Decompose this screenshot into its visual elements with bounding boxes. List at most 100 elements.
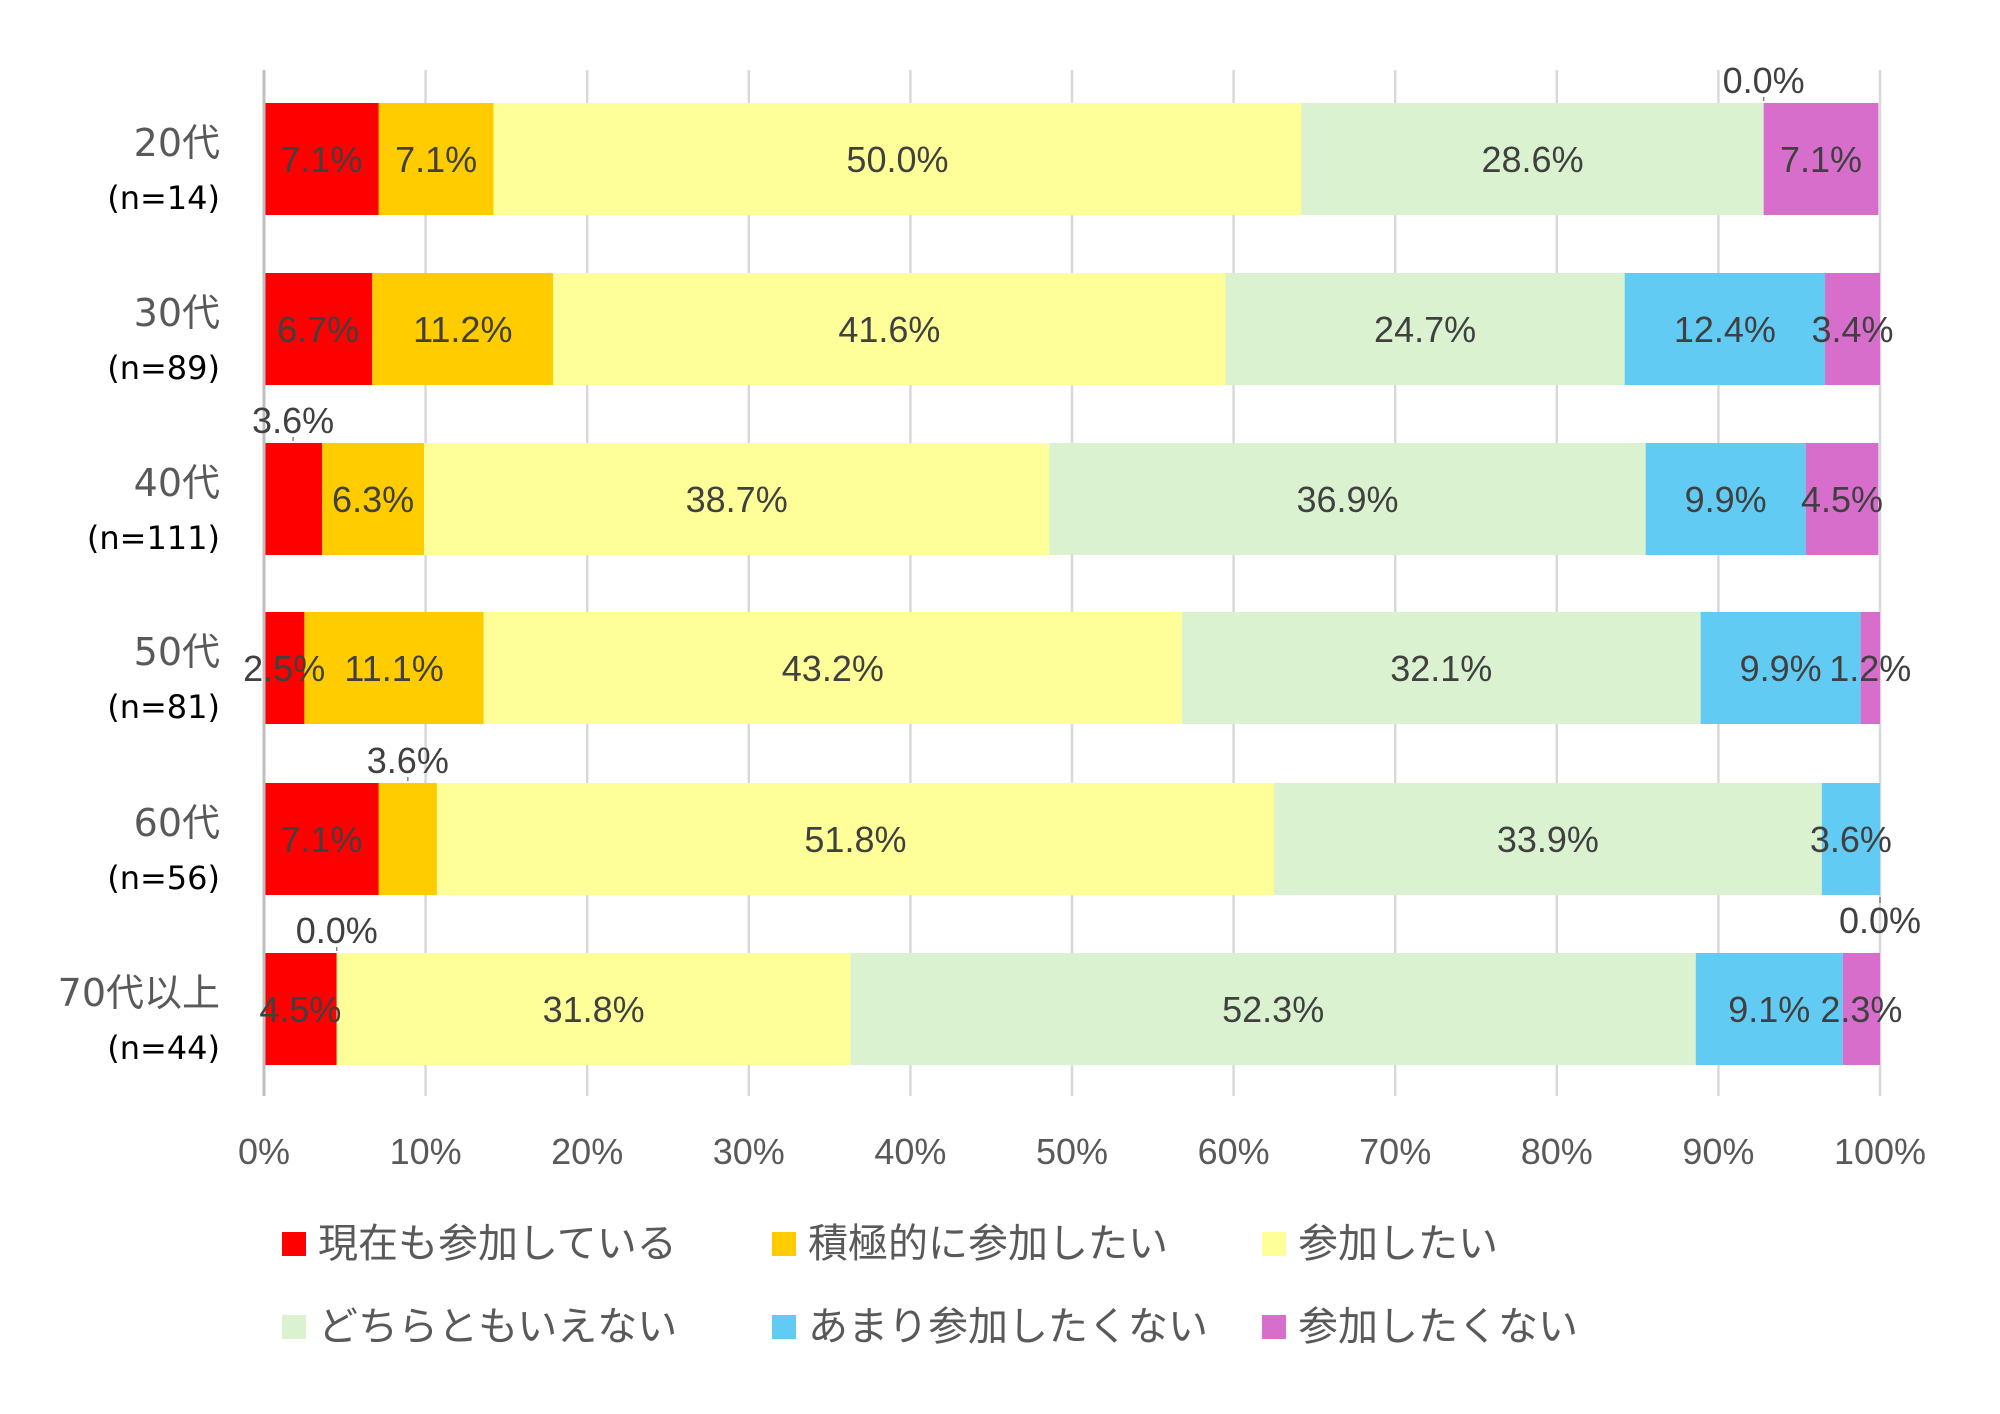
legend-swatch xyxy=(282,1232,306,1256)
gridlines xyxy=(424,70,1882,1096)
bar-segment xyxy=(264,783,379,895)
bar-segment xyxy=(264,273,373,385)
x-tick-label: 100% xyxy=(1834,1131,1926,1172)
bar-segment xyxy=(1821,783,1880,895)
category-label: 50代 xyxy=(134,630,220,674)
bars xyxy=(264,103,1880,1065)
bar-segment xyxy=(1805,443,1879,555)
data-label: 9.9% xyxy=(1740,648,1822,689)
x-tick-label: 10% xyxy=(390,1131,462,1172)
data-label: 7.1% xyxy=(1780,139,1862,180)
bar-segment xyxy=(1825,273,1880,385)
category-sample-size: (n=81) xyxy=(107,688,220,726)
data-label: 11.2% xyxy=(413,309,512,350)
category-sample-size: (n=44) xyxy=(107,1029,220,1067)
data-label: 7.1% xyxy=(280,819,362,860)
bar-segment xyxy=(372,273,554,385)
bar-segment xyxy=(378,783,437,895)
bar-segment xyxy=(1645,443,1806,555)
data-label: 3.4% xyxy=(1811,309,1893,350)
legend-label: あまり参加したくない xyxy=(808,1304,1208,1350)
data-label: 0.0% xyxy=(296,910,378,951)
legend-label: 参加したくない xyxy=(1298,1304,1578,1350)
data-label: 3.6% xyxy=(1810,819,1892,860)
legend-label: どちらともいえない xyxy=(318,1304,677,1350)
bar-segment xyxy=(1695,953,1843,1065)
bar-segment xyxy=(1225,273,1625,385)
label-leader-lines xyxy=(292,97,1881,951)
x-tick-labels: 0% 10% 20% 30% 40% 50% 60% 70% 80% 90% 100% xyxy=(238,1131,1926,1172)
bar-segment xyxy=(322,443,424,555)
bar-segment xyxy=(1049,443,1646,555)
data-label: 7.1% xyxy=(395,139,477,180)
x-tick-label: 60% xyxy=(1198,1131,1270,1172)
data-label: 38.7% xyxy=(686,479,788,520)
legend-label: 現在も参加している xyxy=(318,1221,677,1267)
data-label: 6.7% xyxy=(277,309,359,350)
bar-segment xyxy=(264,612,305,724)
legend-swatch xyxy=(1262,1315,1286,1339)
bar-segment xyxy=(1181,612,1701,724)
data-label: 9.9% xyxy=(1685,479,1767,520)
x-tick-label: 20% xyxy=(551,1131,623,1172)
category-label: 70代以上 xyxy=(58,971,220,1015)
x-tick-label: 80% xyxy=(1521,1131,1593,1172)
bar-segment xyxy=(1274,783,1822,895)
bar-segment xyxy=(1842,953,1880,1065)
bar-segment xyxy=(1624,273,1826,385)
bar-segment xyxy=(304,612,484,724)
data-label: 2.3% xyxy=(1820,989,1902,1030)
category-label: 60代 xyxy=(134,801,220,845)
data-label: 6.3% xyxy=(332,479,414,520)
x-tick-label: 0% xyxy=(238,1131,290,1172)
bar-segment xyxy=(436,783,1274,895)
bar-segment xyxy=(850,953,1696,1065)
bar-segment xyxy=(336,953,851,1065)
x-tick-label: 50% xyxy=(1036,1131,1108,1172)
category-sample-size: (n=111) xyxy=(87,519,220,557)
data-label: 2.5% xyxy=(243,648,325,689)
category-sample-size: (n=56) xyxy=(107,859,220,897)
bar-segment xyxy=(493,103,1302,215)
bar-segment xyxy=(1763,103,1879,215)
x-tick-label: 70% xyxy=(1359,1131,1431,1172)
category-label: 40代 xyxy=(134,461,220,505)
legend-swatch xyxy=(772,1315,796,1339)
category-sample-size: (n=89) xyxy=(107,349,220,387)
legend-label: 参加したい xyxy=(1298,1221,1498,1267)
data-label: 4.5% xyxy=(1801,479,1883,520)
data-label: 4.5% xyxy=(259,989,341,1030)
data-label: 0.0% xyxy=(1839,900,1921,941)
category-labels: 20代 (n=14) 30代 (n=89) 40代 (n=111) 50代 (n=81) 60代… xyxy=(58,121,220,1067)
bar-segment xyxy=(264,953,337,1065)
bar-segment xyxy=(378,103,494,215)
category-label: 20代 xyxy=(134,121,220,165)
data-label: 32.1% xyxy=(1390,648,1492,689)
bar-segment xyxy=(483,612,1182,724)
x-tick-label: 90% xyxy=(1682,1131,1754,1172)
category-label: 30代 xyxy=(134,291,220,335)
data-label: 0.0% xyxy=(1723,60,1805,101)
bar-segment xyxy=(423,443,1050,555)
bar-segment xyxy=(553,273,1226,385)
data-label: 51.8% xyxy=(804,819,906,860)
bar-segment xyxy=(264,443,323,555)
data-label: 33.9% xyxy=(1497,819,1599,860)
data-label: 24.7% xyxy=(1374,309,1476,350)
category-sample-size: (n=14) xyxy=(107,179,220,217)
legend-swatch xyxy=(1262,1232,1286,1256)
bar-segment xyxy=(1700,612,1861,724)
data-label: 31.8% xyxy=(543,989,645,1030)
data-label: 1.2% xyxy=(1829,648,1911,689)
legend-swatch xyxy=(282,1315,306,1339)
bar-segment xyxy=(1860,612,1880,724)
data-label: 50.0% xyxy=(846,139,948,180)
data-label: 9.1% xyxy=(1728,989,1810,1030)
data-labels: 7.1% 7.1% 50.0% 28.6% 0.0% 7.1% 6.7% 11.2% 41.6%… xyxy=(243,60,1921,1030)
data-label: 41.6% xyxy=(838,309,940,350)
bar-segment xyxy=(264,103,379,215)
data-label: 28.6% xyxy=(1482,139,1584,180)
data-label: 7.1% xyxy=(280,139,362,180)
